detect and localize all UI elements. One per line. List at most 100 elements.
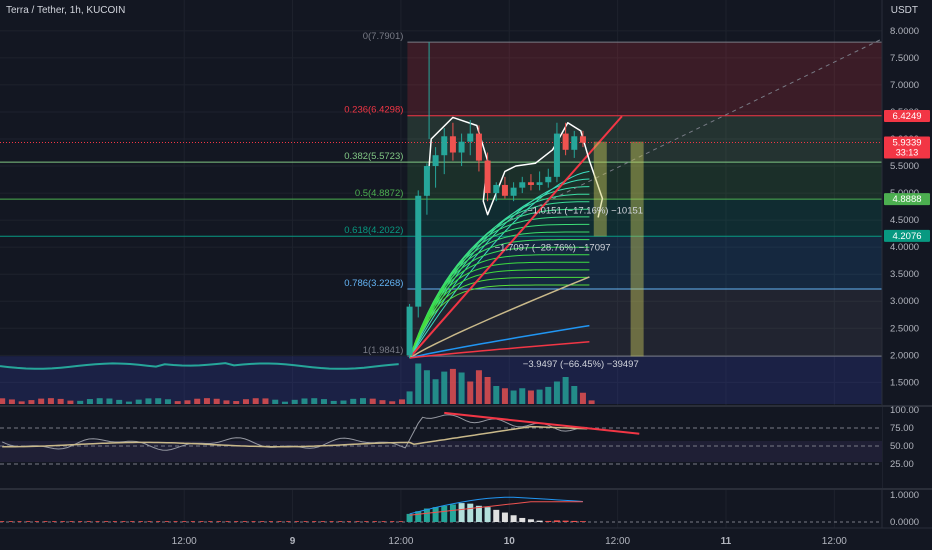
price-tick: 2.5000 [890, 323, 919, 334]
candle-body [441, 136, 448, 156]
oscillator-bar [406, 513, 413, 522]
oscillator-bar [467, 503, 474, 522]
candle-body [423, 166, 430, 196]
currency-label: USDT [890, 5, 918, 16]
price-tag [884, 193, 930, 206]
volume-bar [379, 400, 386, 404]
candle-body [571, 136, 578, 150]
oscillator-bar [43, 521, 48, 522]
volume-bar [449, 368, 456, 404]
candle-body [562, 133, 569, 150]
oscillator-bar [225, 521, 230, 522]
ma-ribbon [409, 284, 590, 359]
volume-bar [406, 391, 413, 404]
volume-bar [135, 399, 142, 404]
oscillator-bar [329, 521, 334, 522]
ma-ribbon [409, 239, 590, 359]
rsi-panel [0, 407, 882, 488]
oscillator-bar [199, 521, 204, 522]
oscillator-bar [286, 521, 291, 522]
rsi-tick: 100.00 [890, 405, 919, 416]
candle-body [475, 133, 482, 161]
ma-ribbon [409, 186, 590, 359]
candle-body [449, 136, 456, 153]
candle-body [458, 141, 465, 153]
oscillator-bar [338, 521, 343, 522]
oscillator-bar [130, 521, 135, 522]
oscillator-bar [17, 521, 22, 522]
oscillator-bar [104, 521, 109, 522]
price-tag-label: 5.9339 [892, 138, 921, 149]
oscillator-bar [260, 521, 265, 522]
volume-bar [86, 399, 93, 404]
oscillator-bar [277, 521, 282, 522]
price-tick: 3.5000 [890, 269, 919, 280]
candle-body [519, 182, 526, 188]
oscillator-bar [182, 521, 187, 522]
oscillator-bar [571, 520, 578, 522]
rsi-signal-line [2, 425, 588, 448]
fib-zone [407, 42, 882, 116]
projection-box [630, 141, 644, 357]
oscillator-bar [519, 517, 526, 522]
volume-bar [553, 381, 560, 404]
oscillator-signal-line [409, 501, 583, 516]
oscillator-bar [545, 520, 552, 522]
time-tick: 9 [290, 536, 296, 547]
ma-ribbon [409, 246, 590, 359]
candle-body [553, 133, 560, 177]
rsi-divergence-line [444, 411, 640, 435]
oscillator-bar [415, 511, 422, 522]
volume-bar [458, 372, 465, 404]
measurement-label: −1.0151 (−17.16%) −10151 [527, 206, 643, 217]
oscillator-bar [510, 515, 517, 522]
candle-body [501, 184, 508, 196]
oscillator-bar [381, 521, 386, 522]
ma-slowest [409, 341, 590, 359]
volume-bar [369, 398, 376, 404]
oscillator-bar [164, 521, 169, 522]
ma-ribbon [409, 254, 590, 359]
volume-bar [174, 401, 181, 404]
volume-bar [423, 370, 430, 404]
time-tick: 12:00 [605, 536, 630, 547]
time-tick: 12:00 [822, 536, 847, 547]
oscillator-bar [34, 521, 39, 522]
oscillator-bar [8, 521, 13, 522]
time-tick: 12:00 [388, 536, 413, 547]
volume-bar [0, 398, 6, 404]
oscillator-bar [303, 521, 308, 522]
volume-bar [77, 400, 84, 404]
ma-slower [409, 324, 590, 359]
rsi-tick: 25.00 [890, 459, 914, 470]
oscillator-bar [86, 521, 91, 522]
volume-bar [340, 400, 347, 404]
oscillator-bar [536, 520, 543, 522]
fib-level-label: 0.786(3.2268) [344, 278, 403, 289]
fib-level-label: 0.382(5.5723) [344, 151, 403, 162]
oscillator-bar [26, 521, 31, 522]
price-tag-countdown: 33:13 [896, 148, 919, 158]
volume-bar [38, 398, 45, 404]
volume-bar [571, 386, 578, 404]
volume-bar [125, 401, 132, 404]
volume-bar [432, 379, 439, 404]
oscillator-bar [173, 521, 178, 522]
oscillator-bar [242, 521, 247, 522]
oscillator-bar [121, 521, 126, 522]
ma-slow [409, 276, 590, 359]
price-tag-label: 6.4249 [892, 111, 921, 122]
volume-bar [194, 398, 201, 404]
oscillator-bar [553, 520, 560, 522]
oscillator-bar [138, 521, 143, 522]
volume-bar [311, 398, 318, 404]
oscillator-bar [216, 521, 221, 522]
oscillator-bar [390, 521, 395, 522]
oscillator-bar [562, 520, 569, 522]
oscillator-bar [190, 521, 195, 522]
fib-zone [407, 199, 882, 237]
oscillator-bar [527, 519, 534, 522]
oscillator-bar [156, 521, 161, 522]
volume-bar [203, 398, 210, 404]
